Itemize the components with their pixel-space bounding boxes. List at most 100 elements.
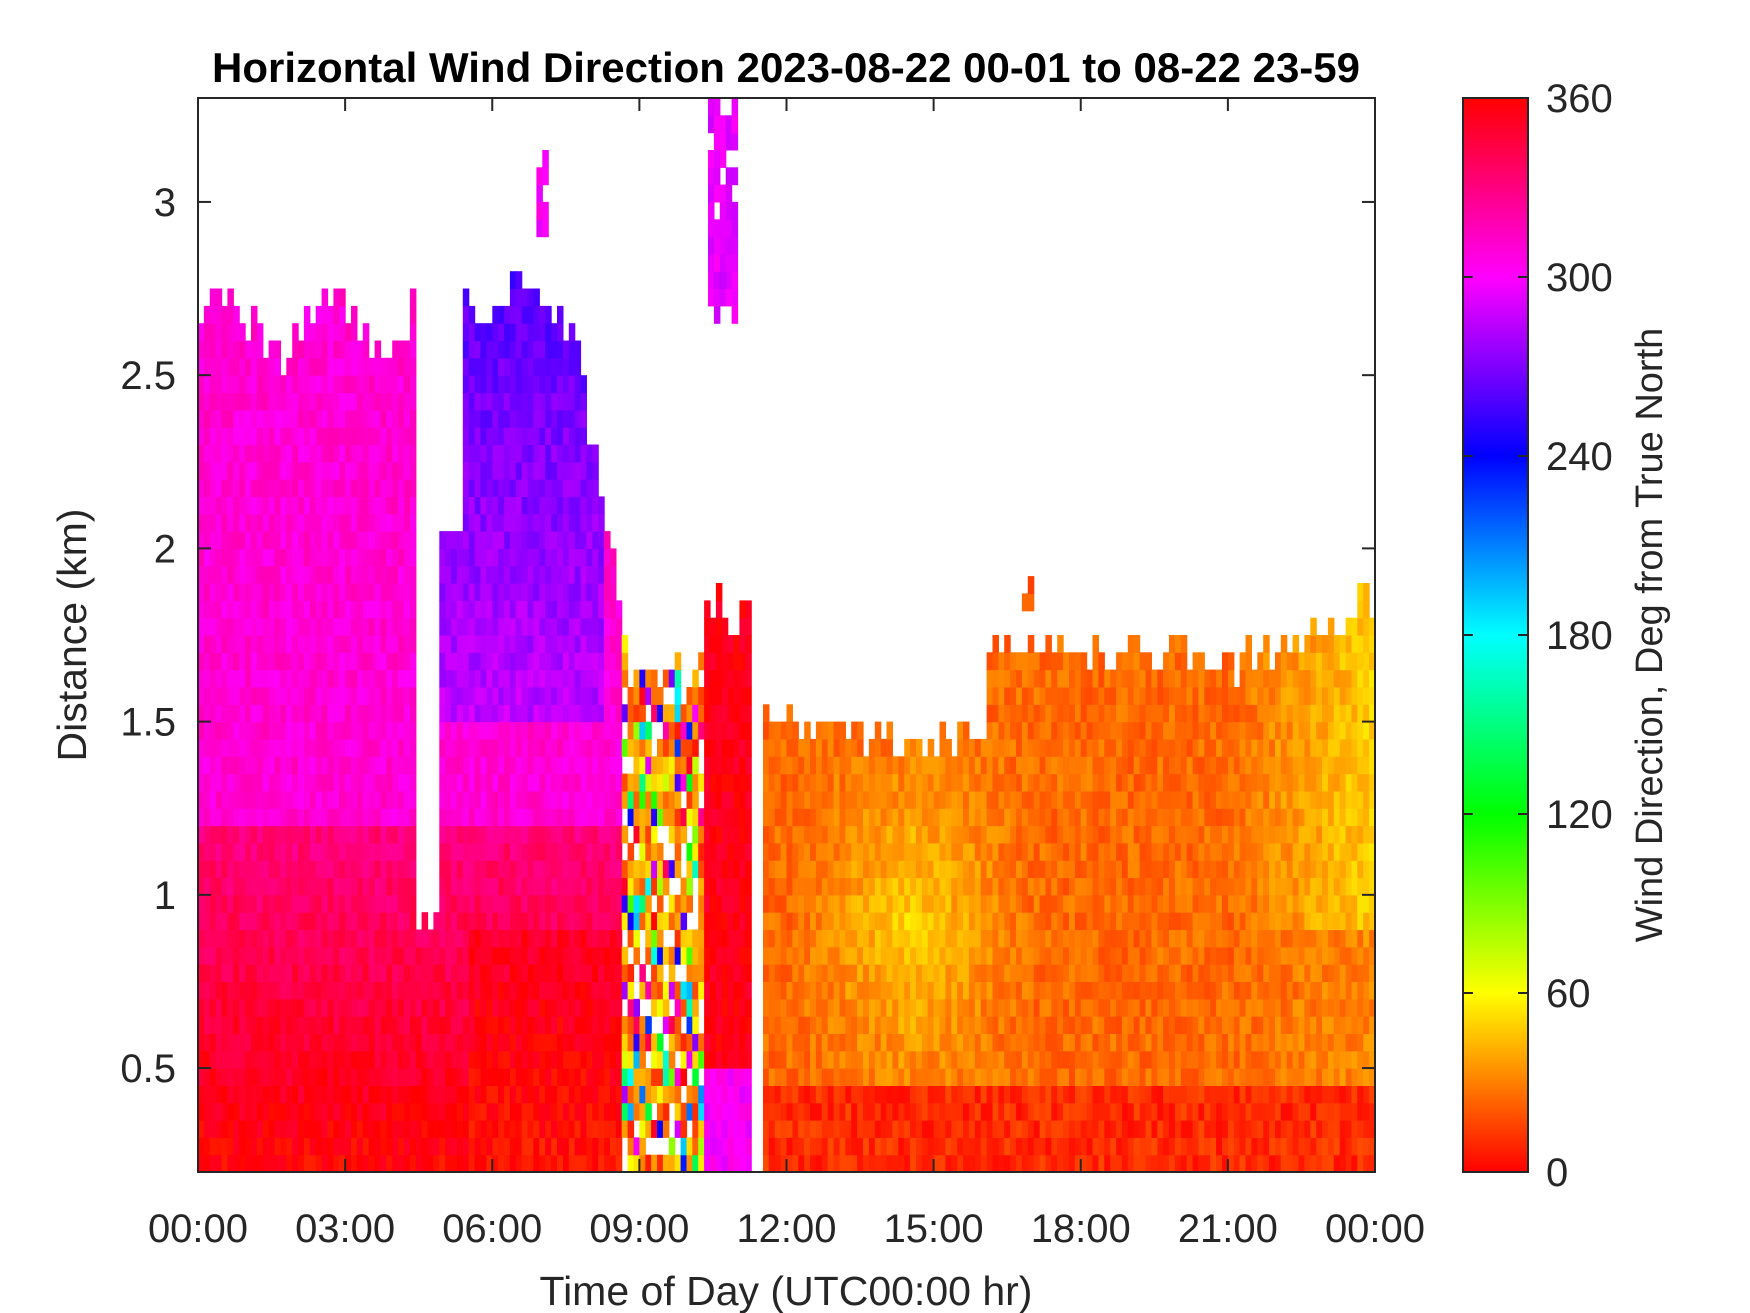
heatmap-cell xyxy=(333,1120,340,1138)
heatmap-cell xyxy=(939,912,946,931)
heatmap-cell xyxy=(968,756,976,775)
heatmap-cell xyxy=(333,427,340,445)
heatmap-cell xyxy=(374,479,382,497)
heatmap-cell xyxy=(251,427,258,445)
heatmap-cell xyxy=(621,825,629,844)
heatmap-cell xyxy=(951,1016,958,1034)
heatmap-cell xyxy=(521,756,529,775)
heatmap-cell xyxy=(392,617,399,636)
heatmap-cell xyxy=(239,617,246,636)
heatmap-cell xyxy=(692,1085,699,1104)
heatmap-cell xyxy=(456,1016,464,1034)
heatmap-cell xyxy=(315,738,323,757)
heatmap-cell xyxy=(727,825,735,844)
heatmap-cell xyxy=(351,669,358,688)
heatmap-cell xyxy=(198,1137,205,1156)
heatmap-cell xyxy=(739,825,746,844)
heatmap-cell xyxy=(562,929,570,948)
heatmap-cell xyxy=(456,721,464,740)
heatmap-cell xyxy=(251,1068,258,1086)
heatmap-cell xyxy=(221,375,228,394)
heatmap-cell xyxy=(209,323,217,342)
heatmap-cell xyxy=(827,1085,835,1104)
heatmap-cell xyxy=(598,721,605,740)
heatmap-cell xyxy=(727,894,735,913)
heatmap-cell xyxy=(810,773,817,792)
heatmap-cell xyxy=(539,669,546,688)
heatmap-cell xyxy=(286,652,293,671)
heatmap-cell xyxy=(927,1120,935,1138)
heatmap-cell xyxy=(339,652,346,671)
heatmap-cell xyxy=(974,1120,982,1138)
heatmap-cell xyxy=(521,894,529,913)
heatmap-cell xyxy=(933,998,941,1017)
heatmap-cell xyxy=(545,427,552,445)
heatmap-cell xyxy=(551,738,558,757)
heatmap-cell xyxy=(333,479,340,497)
heatmap-cell xyxy=(733,842,740,861)
heatmap-cell xyxy=(215,704,223,723)
heatmap-cell xyxy=(380,998,387,1017)
heatmap-cell xyxy=(386,721,393,740)
heatmap-cell xyxy=(468,894,476,913)
heatmap-cell xyxy=(533,1102,540,1121)
heatmap-cell xyxy=(421,1016,429,1034)
heatmap-cell xyxy=(533,669,540,688)
heatmap-cell xyxy=(568,357,576,376)
heatmap-cell xyxy=(998,825,1005,844)
heatmap-cell xyxy=(374,1050,382,1069)
heatmap-cell xyxy=(768,894,776,913)
heatmap-cell xyxy=(610,1120,617,1138)
heatmap-cell xyxy=(315,946,323,965)
heatmap-cell xyxy=(468,1120,476,1138)
heatmap-cell xyxy=(680,1154,688,1172)
heatmap-cell xyxy=(798,825,805,844)
heatmap-cell xyxy=(356,756,364,775)
heatmap-cell xyxy=(810,756,817,775)
heatmap-cell xyxy=(498,1085,505,1104)
heatmap-cell xyxy=(215,1050,223,1069)
heatmap-cell xyxy=(515,617,523,636)
heatmap-cell xyxy=(462,756,470,775)
heatmap-cell xyxy=(863,1085,870,1104)
heatmap-cell xyxy=(686,860,693,879)
heatmap-cell xyxy=(539,583,546,601)
heatmap-cell xyxy=(798,912,805,931)
heatmap-cell xyxy=(468,808,476,827)
heatmap-cell xyxy=(574,375,582,394)
heatmap-cell xyxy=(963,790,970,809)
heatmap-cell xyxy=(562,1033,570,1052)
heatmap-cell xyxy=(933,912,941,931)
heatmap-cell xyxy=(951,946,958,965)
heatmap-cell xyxy=(298,479,305,497)
heatmap-cell xyxy=(321,565,329,584)
heatmap-cell xyxy=(745,773,752,792)
heatmap-cell xyxy=(945,860,952,879)
heatmap-cell xyxy=(533,652,540,671)
heatmap-cell xyxy=(451,565,458,584)
heatmap-cell xyxy=(680,704,688,723)
heatmap-cell xyxy=(321,773,329,792)
heatmap-cell xyxy=(480,964,487,982)
heatmap-cell xyxy=(545,375,552,394)
heatmap-cell xyxy=(627,981,635,1000)
heatmap-cell xyxy=(715,721,723,740)
heatmap-cell xyxy=(509,340,517,359)
heatmap-cell xyxy=(874,1068,882,1086)
heatmap-cell xyxy=(651,756,658,775)
heatmap-cell xyxy=(980,981,988,1000)
heatmap-cell xyxy=(545,773,552,792)
heatmap-cell xyxy=(857,1033,864,1052)
heatmap-cell xyxy=(439,721,446,740)
heatmap-cell xyxy=(574,704,582,723)
heatmap-cell xyxy=(351,1050,358,1069)
heatmap-cell xyxy=(704,998,711,1017)
heatmap-cell xyxy=(921,1016,929,1034)
heatmap-cell xyxy=(710,1016,717,1034)
heatmap-cell xyxy=(727,842,735,861)
heatmap-cell xyxy=(251,860,258,879)
heatmap-cell xyxy=(327,652,334,671)
heatmap-cell xyxy=(592,1137,599,1156)
heatmap-cell xyxy=(592,877,599,896)
heatmap-cell xyxy=(233,1068,240,1086)
